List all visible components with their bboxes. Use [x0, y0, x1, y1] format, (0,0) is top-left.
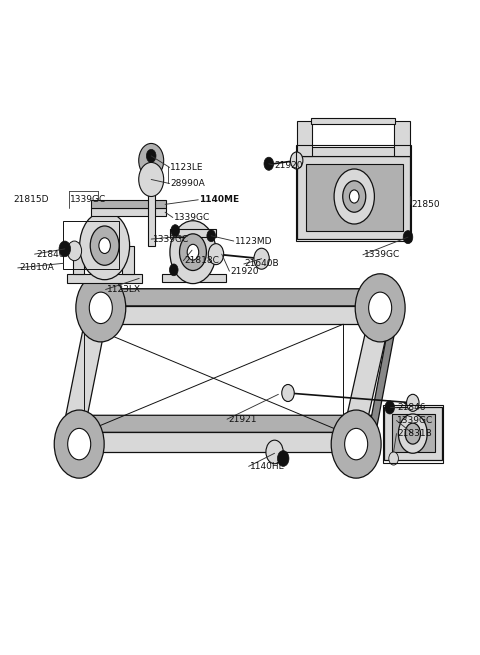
Circle shape — [146, 149, 156, 162]
Circle shape — [54, 410, 104, 478]
Text: 1339GC: 1339GC — [397, 416, 434, 425]
Polygon shape — [297, 121, 312, 156]
Text: 1123LX: 1123LX — [107, 285, 141, 294]
Polygon shape — [311, 118, 395, 124]
Circle shape — [80, 212, 130, 280]
Polygon shape — [148, 157, 155, 246]
Circle shape — [67, 241, 82, 261]
Circle shape — [180, 234, 206, 271]
Circle shape — [139, 143, 164, 178]
Polygon shape — [343, 324, 389, 432]
Circle shape — [407, 394, 419, 411]
Polygon shape — [91, 200, 166, 208]
Text: 21921: 21921 — [228, 415, 256, 424]
Text: 1339GC: 1339GC — [174, 213, 211, 222]
Polygon shape — [122, 246, 134, 274]
Text: 21920: 21920 — [230, 267, 259, 276]
Circle shape — [187, 244, 199, 260]
Text: 21920: 21920 — [275, 160, 303, 170]
Polygon shape — [91, 208, 166, 216]
Circle shape — [385, 401, 395, 414]
Circle shape — [334, 169, 374, 224]
Text: 1123MD: 1123MD — [235, 236, 273, 246]
Circle shape — [282, 384, 294, 402]
Circle shape — [264, 157, 274, 170]
Circle shape — [389, 452, 398, 465]
Circle shape — [349, 190, 359, 203]
Polygon shape — [73, 246, 84, 274]
Circle shape — [68, 428, 91, 460]
Text: 28990A: 28990A — [170, 179, 205, 188]
Circle shape — [403, 231, 413, 244]
Circle shape — [170, 221, 216, 284]
Circle shape — [345, 428, 368, 460]
Text: 21846: 21846 — [36, 250, 64, 259]
Circle shape — [277, 451, 289, 466]
Text: 1123LE: 1123LE — [170, 162, 204, 172]
Text: 21815D: 21815D — [13, 195, 49, 204]
Text: 21850: 21850 — [412, 200, 441, 209]
Polygon shape — [67, 274, 142, 283]
Polygon shape — [392, 414, 435, 452]
Circle shape — [355, 274, 405, 342]
Text: 21810A: 21810A — [19, 263, 54, 272]
Text: 1140ME: 1140ME — [199, 195, 240, 204]
Circle shape — [369, 292, 392, 324]
Polygon shape — [84, 306, 389, 324]
Polygon shape — [162, 274, 226, 282]
Circle shape — [405, 423, 420, 444]
Polygon shape — [306, 164, 403, 231]
Polygon shape — [62, 324, 106, 432]
Circle shape — [171, 225, 180, 236]
Polygon shape — [170, 229, 216, 237]
Circle shape — [331, 410, 381, 478]
Circle shape — [89, 292, 112, 324]
Circle shape — [254, 248, 269, 269]
Circle shape — [76, 274, 126, 342]
Circle shape — [343, 181, 366, 212]
Text: 1339GC: 1339GC — [70, 195, 106, 204]
Circle shape — [266, 440, 283, 464]
Polygon shape — [84, 289, 399, 306]
Circle shape — [139, 162, 164, 196]
Polygon shape — [365, 307, 399, 452]
Circle shape — [207, 230, 216, 242]
Text: 1339GC: 1339GC — [364, 250, 400, 259]
Text: 21846: 21846 — [397, 403, 426, 412]
Polygon shape — [62, 415, 375, 432]
Circle shape — [90, 226, 119, 265]
Polygon shape — [84, 289, 399, 306]
Circle shape — [208, 244, 224, 265]
Circle shape — [398, 414, 427, 453]
Text: 1339GC: 1339GC — [153, 234, 189, 244]
Text: 21818C: 21818C — [185, 256, 220, 265]
Polygon shape — [62, 432, 365, 452]
Circle shape — [59, 241, 71, 257]
Circle shape — [99, 238, 110, 253]
Polygon shape — [297, 147, 410, 156]
Polygon shape — [297, 156, 410, 239]
Polygon shape — [394, 121, 410, 156]
Text: 21640B: 21640B — [245, 259, 279, 269]
Text: 1140HL: 1140HL — [250, 462, 284, 471]
Circle shape — [290, 152, 303, 169]
Polygon shape — [384, 407, 442, 460]
Circle shape — [169, 264, 178, 276]
Text: 21831B: 21831B — [397, 429, 432, 438]
